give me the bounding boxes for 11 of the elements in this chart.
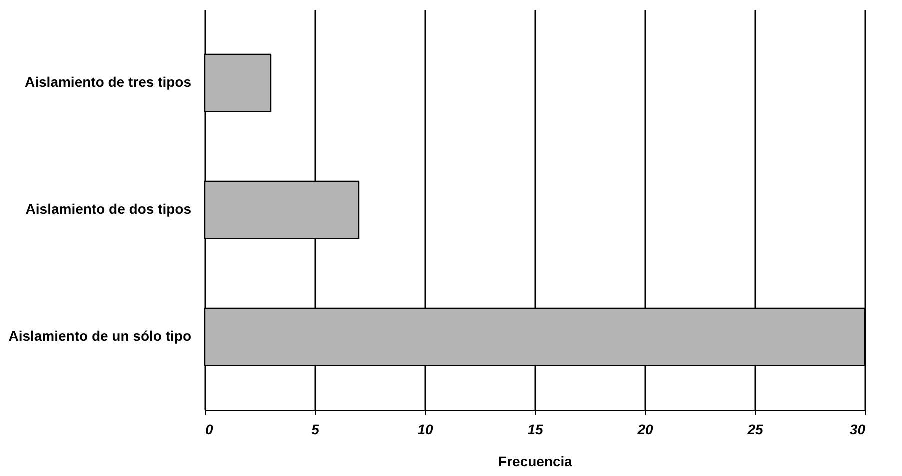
x-tick-label: 5 (312, 422, 320, 438)
y-tick-label: Aislamiento de dos tipos (26, 201, 192, 217)
y-tick-label: Aislamiento de un sólo tipo (8, 328, 192, 344)
x-tick-label: 20 (636, 422, 654, 438)
y-tick-label: Aislamiento de tres tipos (25, 74, 192, 90)
x-tick-label: 30 (850, 422, 866, 438)
x-tick-label: 25 (746, 422, 764, 438)
x-tick-label: 10 (418, 422, 434, 438)
x-axis-title: Frecuencia (498, 454, 573, 470)
x-tick-label: 15 (528, 422, 544, 438)
x-tick-label: 0 (206, 422, 214, 438)
